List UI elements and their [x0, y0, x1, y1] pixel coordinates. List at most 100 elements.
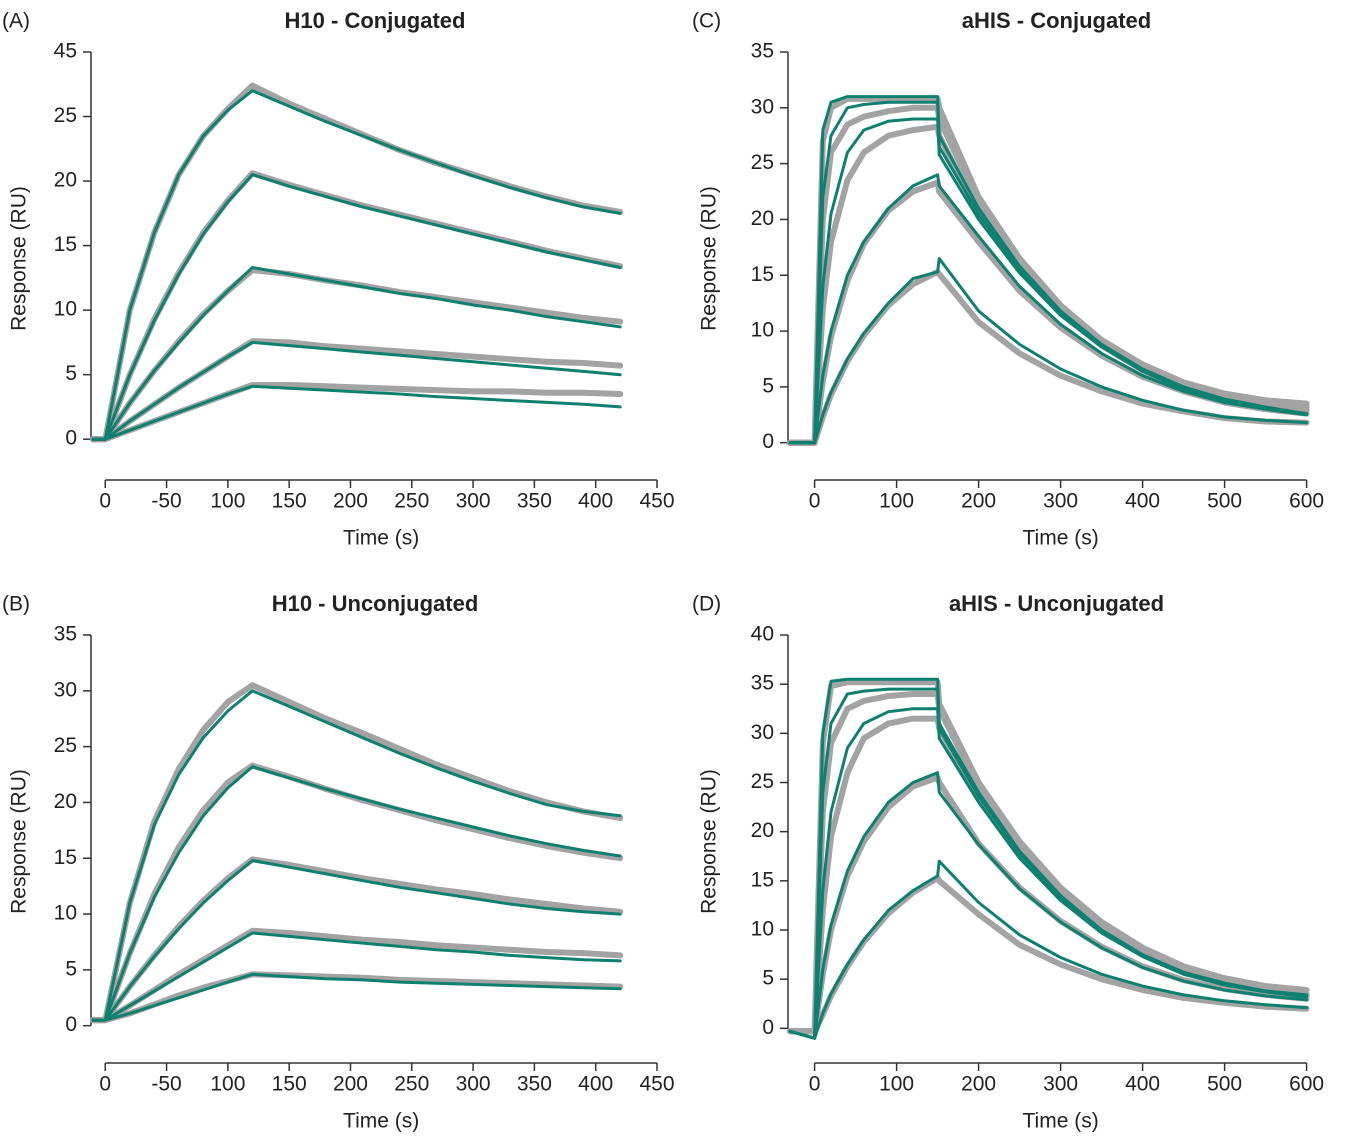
- x-tick-label: 150: [272, 1073, 307, 1096]
- y-tick-label: 10: [751, 319, 774, 342]
- y-axis-label: Response (RU): [698, 186, 721, 331]
- x-axis-label: Time (s): [1022, 1110, 1098, 1133]
- panel: (C) aHIS - Conjugated 0 5 10 15 20 25 30 35 Respon…: [692, 8, 1324, 550]
- panel-label: (D): [692, 593, 721, 616]
- y-tick-label: 35: [54, 623, 77, 646]
- x-tick-label: 350: [517, 1073, 552, 1096]
- y-tick-label: 15: [54, 846, 77, 869]
- data-trace: [787, 774, 1310, 1035]
- y-tick-label: 40: [751, 623, 774, 646]
- panel: (B) H10 - Unconjugated 0 5 10 15 20 25 30 35 Respo…: [2, 591, 675, 1133]
- y-tick-label: 5: [762, 967, 774, 990]
- x-tick-label: 150: [272, 490, 307, 513]
- x-axis-label: Time (s): [1022, 527, 1098, 550]
- x-tick-label: 500: [1207, 1073, 1242, 1096]
- y-tick-label: 25: [751, 770, 774, 793]
- x-tick-label: 600: [1289, 1073, 1324, 1096]
- y-tick-label: 10: [54, 298, 77, 321]
- y-tick-label: 0: [762, 430, 774, 453]
- chart-title: aHIS - Unconjugated: [949, 591, 1164, 616]
- y-tick-label: 20: [54, 790, 77, 813]
- x-tick-label: 0: [809, 490, 821, 513]
- y-tick-label: 0: [762, 1016, 774, 1039]
- x-tick-label: -50: [151, 490, 181, 513]
- fit-curve: [91, 266, 622, 441]
- y-tick-label: 25: [54, 734, 77, 757]
- y-axis-label: Response (RU): [8, 186, 31, 331]
- fit-curve: [788, 771, 1309, 1040]
- x-tick-label: 100: [210, 490, 245, 513]
- y-tick-label: 10: [54, 902, 77, 925]
- x-tick-label: 300: [456, 490, 491, 513]
- y-tick-label: 5: [762, 374, 774, 397]
- x-tick-label: 350: [517, 490, 552, 513]
- data-trace: [787, 691, 1310, 1035]
- y-tick-label: 5: [65, 362, 77, 385]
- y-tick-label: 0: [65, 1013, 77, 1036]
- y-tick-label: 0: [65, 427, 77, 450]
- x-tick-label: 250: [394, 1073, 429, 1096]
- fit-curve: [91, 859, 622, 1022]
- fit-curve: [788, 117, 1309, 445]
- y-tick-label: 25: [751, 151, 774, 174]
- chart-title: H10 - Unconjugated: [272, 591, 479, 616]
- x-tick-label: 200: [961, 490, 996, 513]
- fit-curve: [788, 859, 1309, 1040]
- fit-curve: [91, 765, 622, 1022]
- fit-curve: [91, 931, 622, 1022]
- y-tick-label: 30: [751, 721, 774, 744]
- x-tick-label: -50: [151, 1073, 181, 1096]
- data-trace: [787, 874, 1310, 1035]
- panel-label: (A): [2, 10, 30, 33]
- fit-curve: [91, 89, 622, 441]
- x-tick-label: 450: [639, 1073, 674, 1096]
- y-tick-label: 45: [54, 40, 77, 63]
- x-tick-label: 500: [1207, 490, 1242, 513]
- x-axis-label: Time (s): [343, 1110, 419, 1133]
- x-tick-label: 400: [578, 1073, 613, 1096]
- x-tick-label: 300: [456, 1073, 491, 1096]
- y-tick-label: 15: [751, 868, 774, 891]
- x-axis-label: Time (s): [343, 527, 419, 550]
- chart-title: aHIS - Conjugated: [962, 8, 1151, 33]
- x-tick-label: 100: [879, 490, 914, 513]
- x-tick-label: 0: [99, 1073, 111, 1096]
- x-tick-label: 0: [809, 1073, 821, 1096]
- fit-curve: [788, 173, 1309, 445]
- y-tick-label: 30: [54, 678, 77, 701]
- fit-curve: [788, 257, 1309, 445]
- y-tick-label: 30: [751, 95, 774, 118]
- x-tick-label: 400: [1125, 490, 1160, 513]
- panel-label: (B): [2, 593, 30, 616]
- y-tick-label: 25: [54, 104, 77, 127]
- fit-curve: [91, 173, 622, 441]
- fit-curve: [91, 384, 622, 441]
- y-tick-label: 15: [54, 233, 77, 256]
- y-tick-label: 5: [65, 957, 77, 980]
- x-tick-label: 400: [578, 490, 613, 513]
- y-tick-label: 15: [751, 263, 774, 286]
- fit-curve: [91, 972, 622, 1022]
- panel-label: (C): [692, 10, 721, 33]
- chart-title: H10 - Conjugated: [285, 8, 466, 33]
- x-tick-label: 250: [394, 490, 429, 513]
- fit-curve: [91, 340, 622, 441]
- x-tick-label: 200: [333, 1073, 368, 1096]
- x-tick-label: 600: [1289, 490, 1324, 513]
- x-tick-label: 300: [1043, 1073, 1078, 1096]
- y-tick-label: 20: [751, 207, 774, 230]
- y-axis-label: Response (RU): [698, 769, 721, 914]
- data-trace: [90, 170, 624, 443]
- y-axis-label: Response (RU): [8, 769, 31, 914]
- x-tick-label: 300: [1043, 490, 1078, 513]
- panel: (D) aHIS - Unconjugated 0 5 10 15 20 25 30 35 40 Re…: [692, 591, 1324, 1133]
- y-tick-label: 35: [751, 40, 774, 63]
- fit-curve: [788, 707, 1309, 1040]
- y-tick-label: 10: [751, 918, 774, 941]
- fit-curve: [91, 689, 622, 1022]
- panel: (A) H10 - Conjugated 0 5 10 15 20 25 45 Response …: [2, 8, 675, 550]
- y-tick-label: 20: [751, 819, 774, 842]
- x-tick-label: 400: [1125, 1073, 1160, 1096]
- x-tick-label: 100: [210, 1073, 245, 1096]
